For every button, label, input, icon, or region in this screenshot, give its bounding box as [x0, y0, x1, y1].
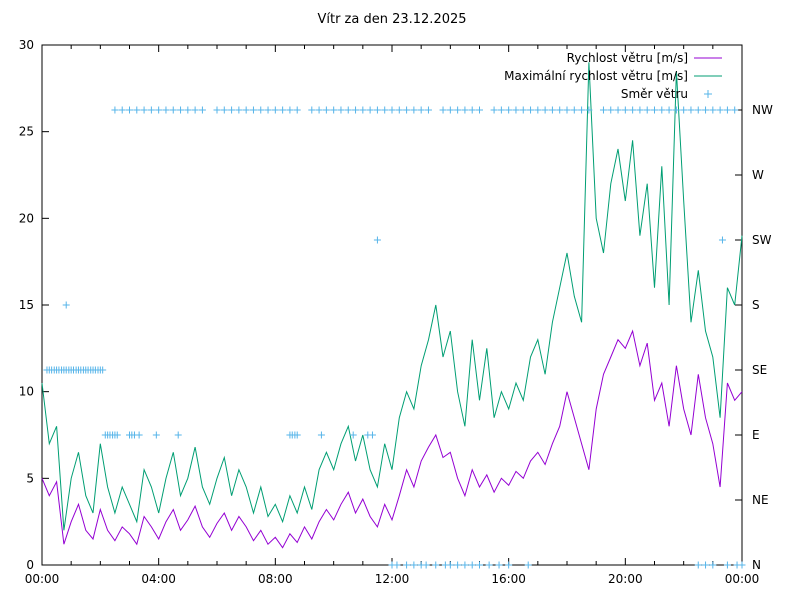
x-tick-label: 00:00 — [725, 572, 760, 586]
y-right-direction-label: NE — [752, 493, 769, 507]
y-right-direction-label: NW — [752, 103, 773, 117]
legend-label-1: Maximální rychlost větru [m/s] — [504, 69, 688, 83]
y-left-tick-label: 10 — [19, 385, 34, 399]
legend-label-0: Rychlost větru [m/s] — [567, 51, 688, 65]
y-left-tick-label: 30 — [19, 38, 34, 52]
max-wind-speed-line — [41, 62, 743, 531]
y-right-direction-label: E — [752, 428, 760, 442]
legend-label-2: Směr větru — [621, 87, 688, 101]
wind-direction-markers — [43, 106, 746, 569]
x-tick-label: 00:00 — [25, 572, 60, 586]
wind-speed-line — [41, 329, 743, 549]
x-tick-label: 16:00 — [491, 572, 526, 586]
y-left-tick-label: 15 — [19, 298, 34, 312]
chart-title: Vítr za den 23.12.2025 — [317, 12, 467, 27]
x-tick-label: 20:00 — [608, 572, 643, 586]
plot-border — [41, 44, 743, 566]
y-right-direction-label: SE — [752, 363, 767, 377]
y-right-direction-label: S — [752, 298, 760, 312]
x-tick-label: 08:00 — [258, 572, 293, 586]
y-left-tick-label: 0 — [26, 558, 34, 572]
y-left-tick-label: 5 — [26, 471, 34, 485]
x-tick-label: 04:00 — [141, 572, 176, 586]
y-right-direction-label: N — [752, 558, 761, 572]
y-right-direction-label: SW — [752, 233, 772, 247]
y-right-direction-label: W — [752, 168, 764, 182]
y-left-tick-label: 20 — [19, 211, 34, 225]
x-tick-label: 12:00 — [375, 572, 410, 586]
y-left-tick-label: 25 — [19, 125, 34, 139]
